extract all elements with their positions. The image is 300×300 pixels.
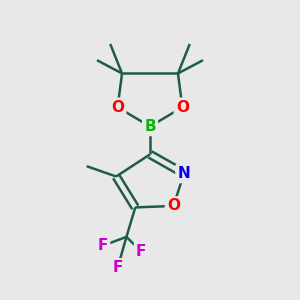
Text: B: B: [144, 119, 156, 134]
Text: O: O: [176, 100, 189, 115]
Text: F: F: [98, 238, 108, 253]
Text: N: N: [178, 166, 190, 181]
Text: F: F: [112, 260, 123, 275]
Text: O: O: [167, 198, 180, 213]
Text: O: O: [111, 100, 124, 115]
Text: F: F: [136, 244, 146, 259]
